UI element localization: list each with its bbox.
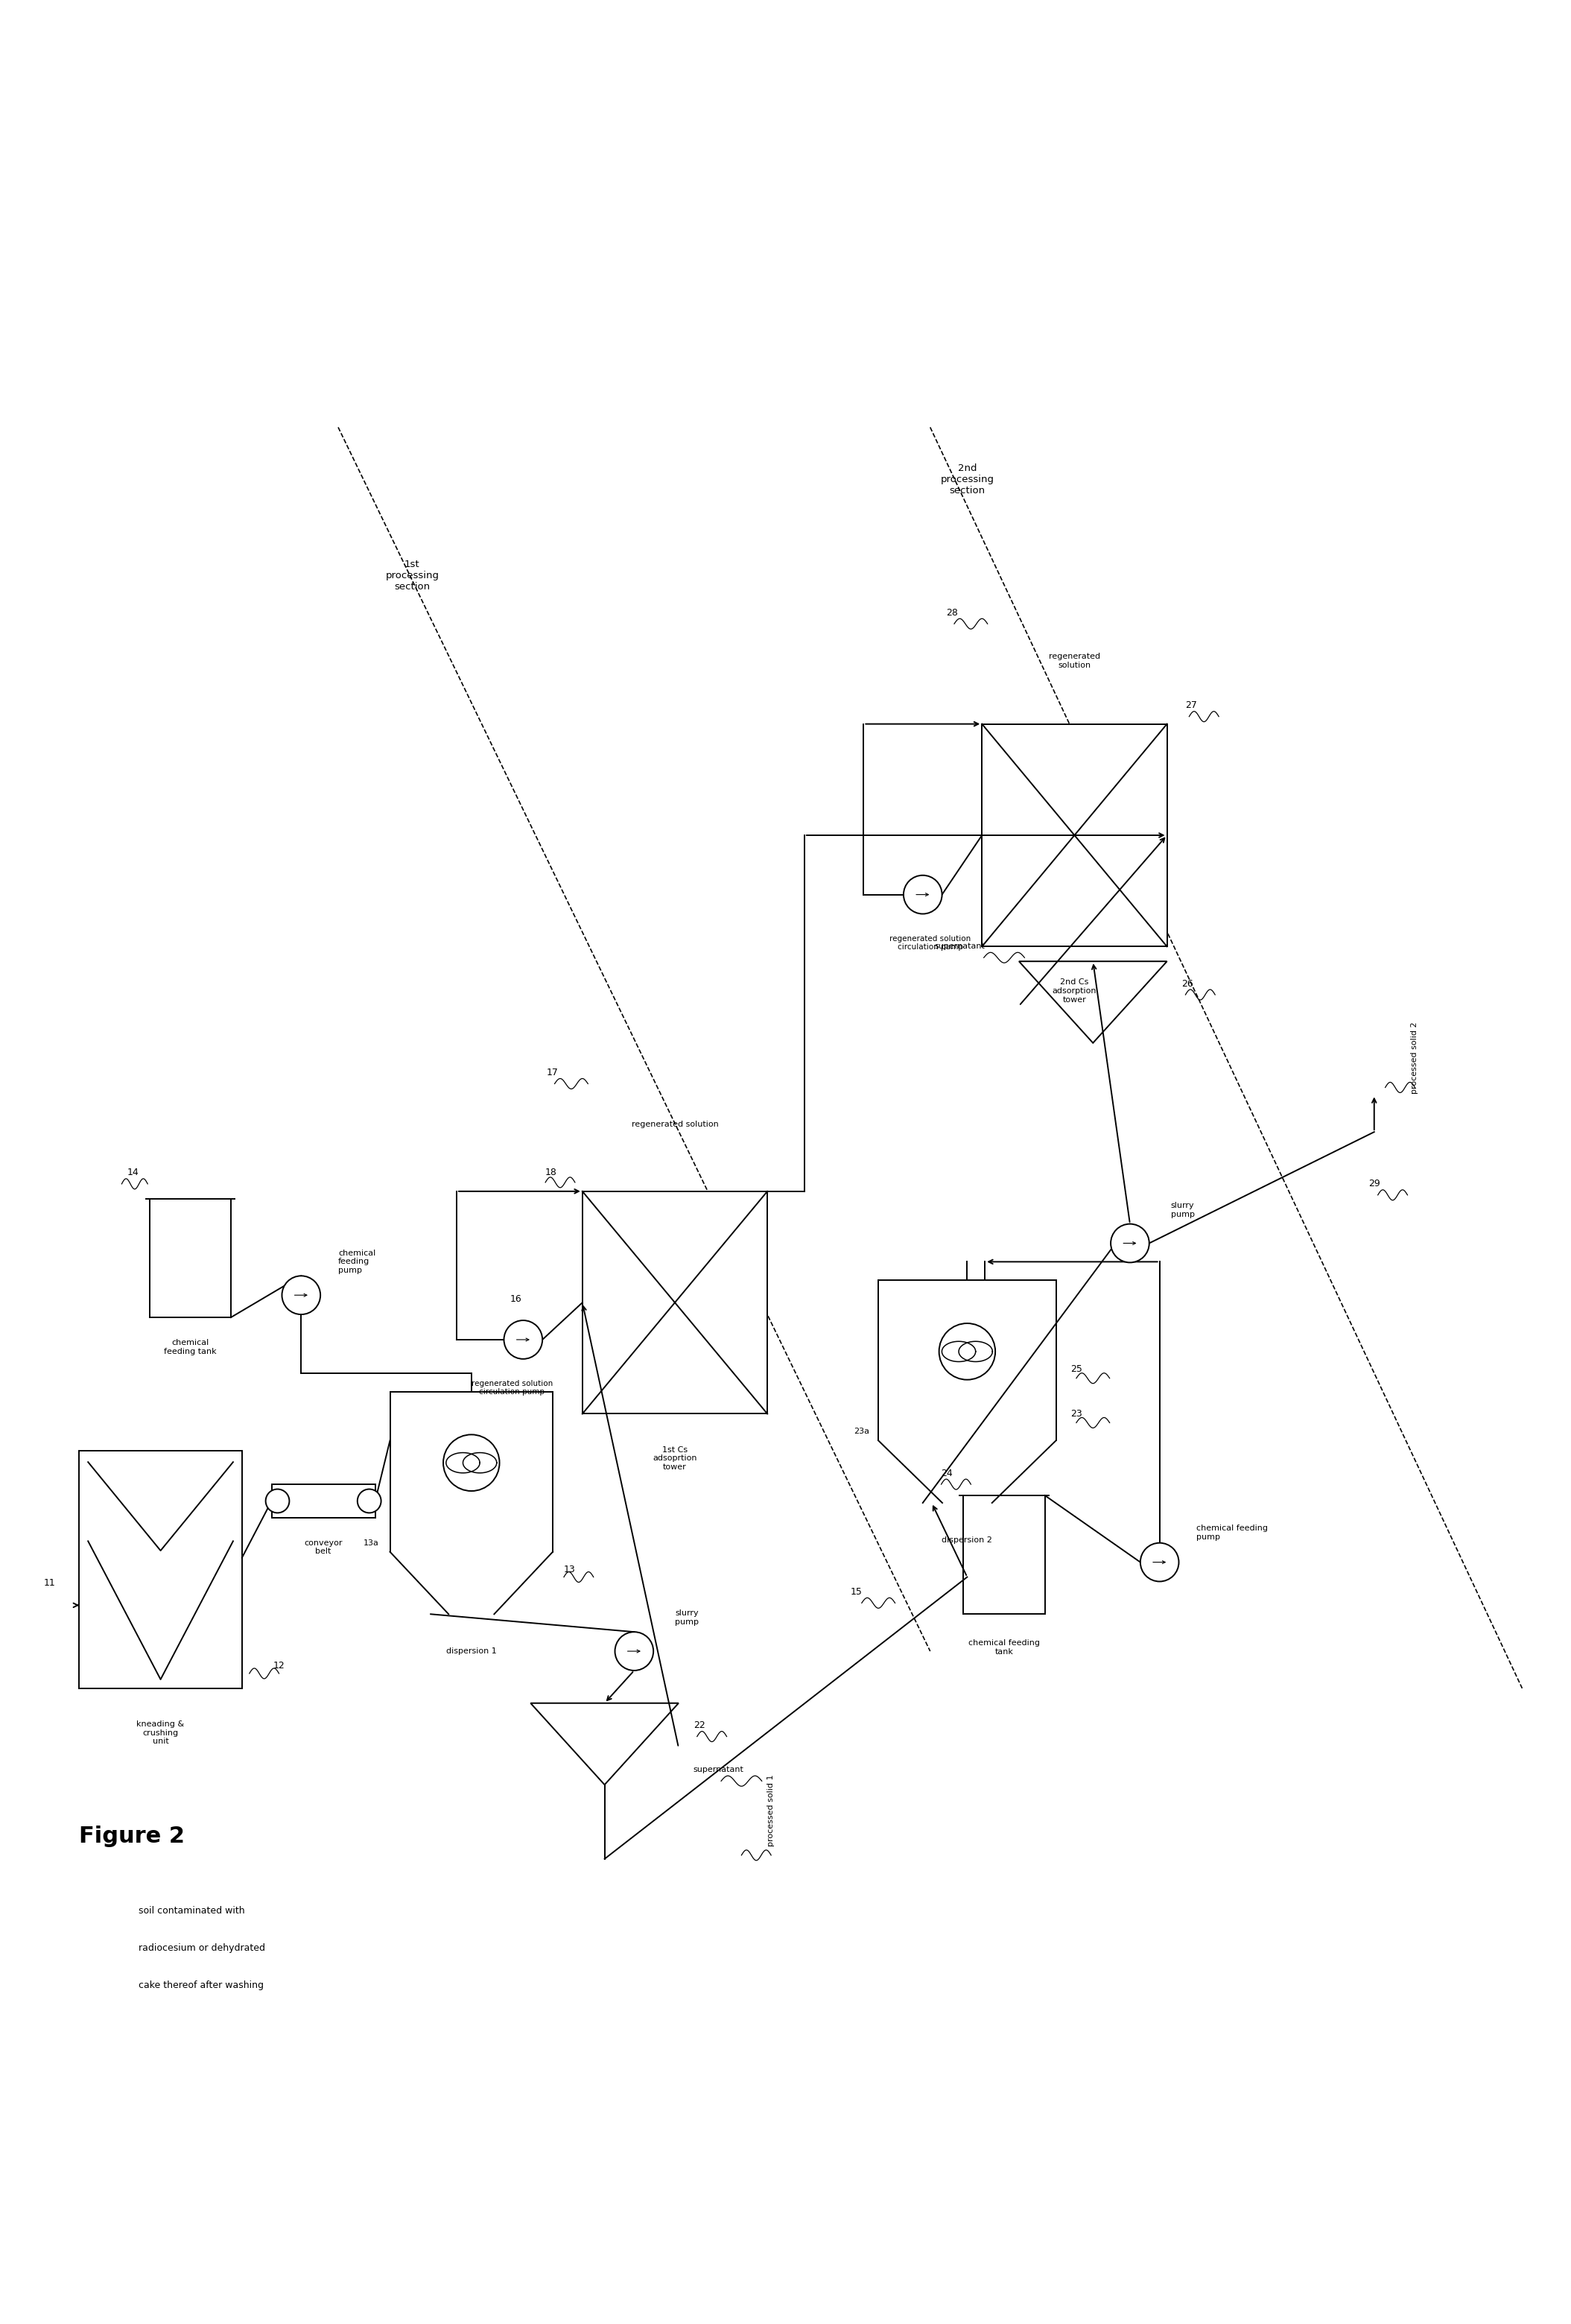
Text: chemical feeding
tank: chemical feeding tank [968, 1638, 1040, 1655]
Text: 15: 15 [850, 1587, 862, 1597]
Text: 25: 25 [1071, 1364, 1082, 1373]
Text: regenerated
solution: regenerated solution [1049, 653, 1100, 669]
Text: 12: 12 [273, 1662, 284, 1671]
Text: 29: 29 [1368, 1178, 1379, 1190]
Bar [272, 1485, 375, 1518]
Circle shape [1141, 1543, 1178, 1583]
Text: 2nd
processing
section: 2nd processing section [941, 462, 994, 495]
Bar [79, 1450, 242, 1687]
Text: chemical
feeding tank: chemical feeding tank [163, 1339, 217, 1355]
Circle shape [614, 1631, 654, 1671]
Text: soil contaminated with: soil contaminated with [138, 1906, 245, 1915]
Text: chemical feeding
pump: chemical feeding pump [1197, 1525, 1268, 1541]
Bar [583, 1192, 767, 1413]
Text: dispersion 1: dispersion 1 [446, 1648, 496, 1655]
Text: dispersion 2: dispersion 2 [943, 1536, 993, 1543]
Text: 11: 11 [44, 1578, 55, 1587]
Text: 14: 14 [127, 1169, 138, 1178]
Text: supernatant: supernatant [935, 944, 985, 951]
Circle shape [358, 1490, 382, 1513]
Text: conveyor
belt: conveyor belt [305, 1538, 342, 1555]
Text: 23a: 23a [855, 1427, 869, 1436]
Text: 1st Cs
adsoprtion
tower: 1st Cs adsoprtion tower [652, 1446, 698, 1471]
Text: 13a: 13a [363, 1538, 379, 1548]
Text: 16: 16 [511, 1294, 522, 1304]
Text: supernatant: supernatant [693, 1766, 745, 1773]
Text: slurry
pump: slurry pump [676, 1611, 699, 1627]
Bar [982, 725, 1167, 946]
Text: 28: 28 [946, 609, 958, 618]
Text: 17: 17 [547, 1067, 559, 1078]
Circle shape [903, 876, 943, 913]
Circle shape [939, 1322, 996, 1380]
Text: 13: 13 [564, 1564, 575, 1573]
Text: 22: 22 [693, 1720, 705, 1731]
Text: 24: 24 [941, 1469, 954, 1478]
Circle shape [281, 1276, 320, 1315]
Circle shape [265, 1490, 289, 1513]
Text: kneading &
crushing
unit: kneading & crushing unit [137, 1720, 184, 1745]
Text: regenerated solution
circulation pump: regenerated solution circulation pump [471, 1380, 553, 1397]
Text: cake thereof after washing: cake thereof after washing [138, 1980, 264, 1989]
Text: processed solid 1: processed solid 1 [767, 1776, 775, 1848]
Circle shape [504, 1320, 542, 1360]
Text: 1st
processing
section: 1st processing section [385, 560, 438, 593]
Text: regenerated solution
circulation pump: regenerated solution circulation pump [889, 934, 971, 951]
Text: 23: 23 [1071, 1408, 1082, 1418]
Text: radiocesium or dehydrated: radiocesium or dehydrated [138, 1943, 265, 1952]
Text: 27: 27 [1186, 700, 1197, 711]
Circle shape [443, 1434, 500, 1492]
Text: Figure 2: Figure 2 [79, 1827, 185, 1848]
Text: slurry
pump: slurry pump [1170, 1202, 1194, 1218]
Polygon shape [531, 1703, 679, 1785]
Text: 26: 26 [1181, 978, 1194, 988]
Text: 2nd Cs
adsorption
tower: 2nd Cs adsorption tower [1053, 978, 1097, 1004]
Text: regenerated solution: regenerated solution [632, 1120, 718, 1127]
Circle shape [1111, 1225, 1150, 1262]
Text: processed solid 2: processed solid 2 [1411, 1023, 1419, 1095]
Polygon shape [1020, 962, 1167, 1043]
Text: 18: 18 [545, 1169, 558, 1178]
Text: chemical
feeding
pump: chemical feeding pump [338, 1250, 375, 1274]
